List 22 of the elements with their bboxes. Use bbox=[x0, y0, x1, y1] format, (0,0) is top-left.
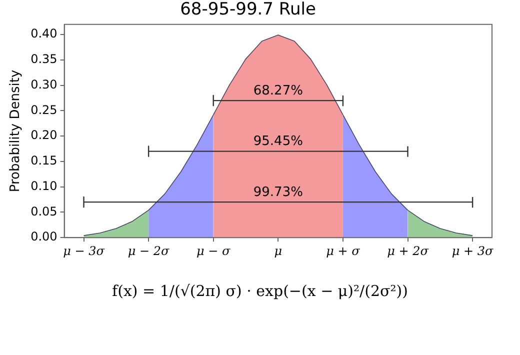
x-tick-label: μ + 2σ bbox=[387, 244, 430, 258]
x-tick-label: μ − 3σ bbox=[63, 244, 106, 258]
y-tick-label: 0.25 bbox=[30, 102, 58, 117]
x-tick-label: μ bbox=[274, 244, 282, 258]
annotation: 95.45% bbox=[253, 134, 303, 150]
y-tick-label: 0.15 bbox=[30, 154, 58, 168]
y-axis-title: Probability Density bbox=[8, 70, 24, 192]
annotation: 68.27% bbox=[253, 83, 303, 98]
y-tick-label: 0.35 bbox=[30, 52, 58, 66]
annotation: 99.73% bbox=[253, 184, 303, 200]
y-tick-label: 0.20 bbox=[30, 128, 58, 142]
x-tick-label: μ − 2σ bbox=[128, 244, 170, 258]
y-tick-label: 0.40 bbox=[30, 26, 58, 41]
text: f(x) = 1/(√(2π) σ) · exp(−(x − μ)²/(2σ²)) bbox=[111, 282, 409, 300]
chart-title: 68-95-99.7 Rule bbox=[180, 0, 316, 20]
y-tick-label: 0.10 bbox=[30, 178, 58, 193]
x-tick-label: μ − σ bbox=[196, 244, 231, 258]
y-tick-label: 0.30 bbox=[30, 77, 58, 92]
y-tick-label: 0.00 bbox=[30, 230, 58, 244]
x-tick-label: μ + σ bbox=[326, 244, 361, 258]
x-tick-label: μ + 3σ bbox=[452, 244, 494, 258]
y-tick-label: 0.05 bbox=[30, 204, 58, 218]
